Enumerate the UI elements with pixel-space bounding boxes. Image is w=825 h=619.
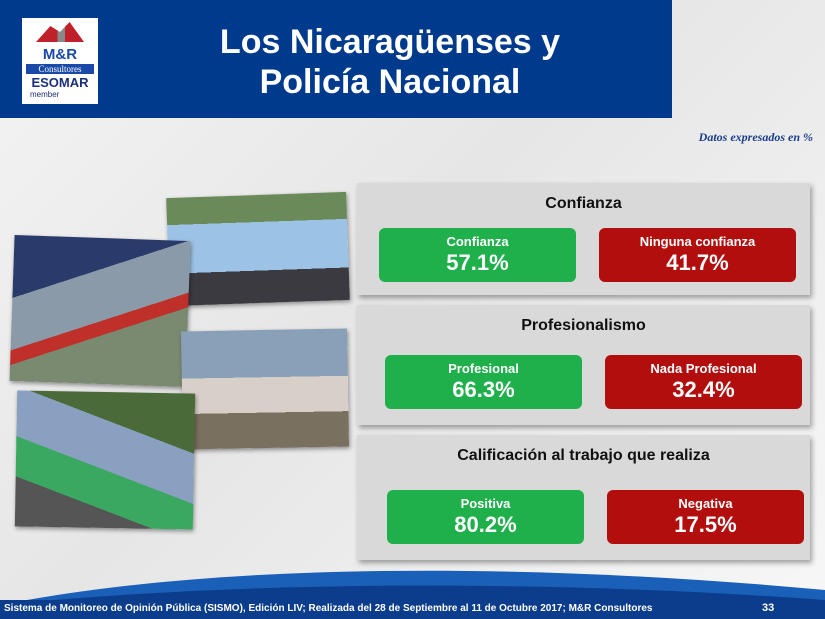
positive-box: Confianza 57.1% (379, 228, 576, 282)
logo-association: ESOMAR (31, 75, 89, 90)
box-value: 66.3% (452, 377, 515, 402)
box-value: 32.4% (672, 377, 735, 402)
positive-box: Positiva 80.2% (387, 490, 584, 544)
box-value: 57.1% (446, 250, 509, 275)
box-value: 17.5% (674, 512, 737, 537)
title: Los Nicaragüenses y Policía Nacional (110, 22, 670, 102)
box-value: 80.2% (454, 512, 517, 537)
logo-mark (36, 22, 84, 42)
section-panel: Profesionalismo Profesional 66.3% Nada Prof… (357, 305, 810, 425)
box-label: Positiva (460, 496, 511, 511)
section-title: Profesionalismo (521, 317, 646, 334)
box-label: Confianza (446, 234, 509, 249)
photo (166, 191, 350, 307)
logo: M&R Consultores ESOMAR member (22, 18, 98, 104)
box-value: 41.7% (666, 250, 729, 275)
negative-box: Ninguna confianza 41.7% (599, 228, 796, 282)
section-title: Confianza (545, 195, 622, 212)
footer-text: Sistema de Monitoreo de Opinión Pública … (4, 603, 653, 614)
logo-member: member (30, 90, 60, 99)
box-label: Ninguna confianza (639, 234, 756, 249)
title-line: Policía Nacional (259, 63, 521, 101)
box-label: Negativa (678, 496, 733, 511)
positive-box: Profesional 66.3% (385, 355, 582, 409)
negative-box: Nada Profesional 32.4% (605, 355, 802, 409)
negative-box: Negativa 17.5% (607, 490, 804, 544)
page-number: 33 (762, 602, 775, 614)
header (0, 0, 672, 118)
logo-subtitle: Consultores (26, 64, 94, 74)
title-line: Los Nicaragüenses y (219, 23, 561, 61)
footer-wave (0, 570, 825, 605)
logo-brand: M&R (42, 46, 78, 63)
box-label: Profesional (448, 361, 519, 376)
section-panel: Calificación al trabajo que realiza Posit… (357, 435, 810, 560)
section-panel: Confianza Confianza 57.1% Ninguna confianza… (357, 183, 810, 295)
photo (9, 234, 191, 388)
footer (0, 600, 825, 619)
note: Datos expresados en % (698, 130, 813, 144)
section-title: Calificación al trabajo que realiza (457, 447, 710, 464)
photo (180, 328, 350, 450)
box-label: Nada Profesional (650, 361, 757, 376)
photo (14, 390, 196, 530)
